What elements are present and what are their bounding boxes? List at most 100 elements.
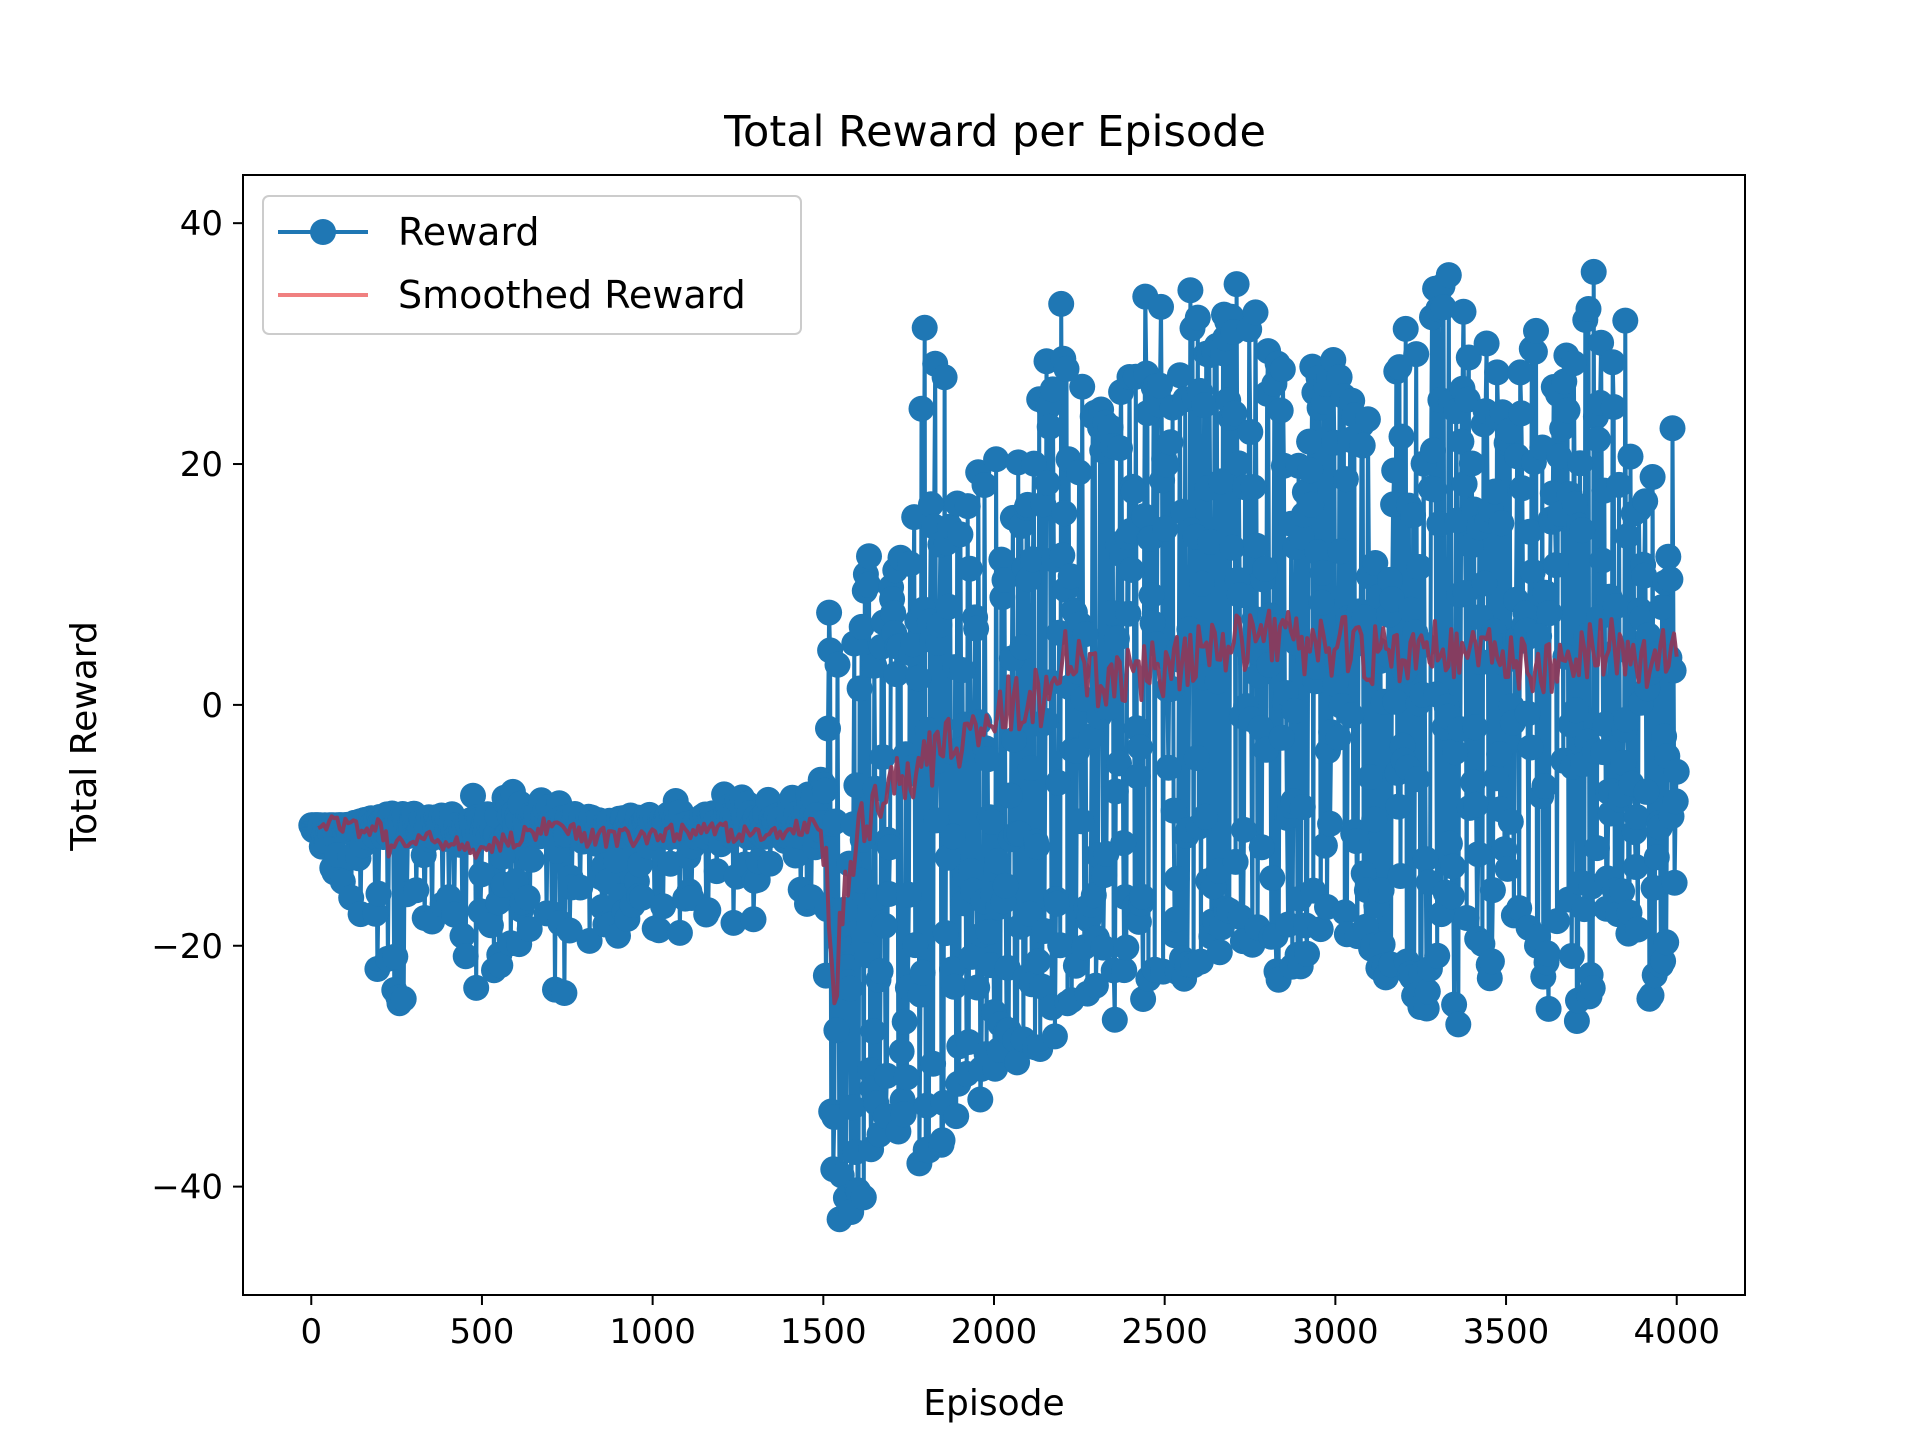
- reward-point: [1091, 862, 1118, 889]
- reward-point: [1468, 649, 1495, 676]
- reward-point: [567, 874, 594, 901]
- reward-point: [1614, 523, 1641, 550]
- reward-point: [1483, 765, 1510, 792]
- reward-point: [1032, 707, 1059, 734]
- reward-point: [1369, 931, 1396, 958]
- reward-point: [1252, 555, 1278, 582]
- reward-point: [1440, 853, 1466, 880]
- reward-point: [991, 567, 1018, 593]
- reward-point: [441, 901, 468, 928]
- reward-point: [891, 1008, 918, 1035]
- reward-point: [1649, 594, 1675, 621]
- reward-point: [943, 1103, 970, 1130]
- reward-point: [911, 314, 938, 341]
- reward-point: [1534, 940, 1561, 967]
- reward-point: [940, 823, 966, 850]
- reward-point: [463, 974, 490, 1001]
- reward-point: [666, 919, 693, 946]
- reward-point: [703, 858, 730, 885]
- reward-point: [1036, 413, 1063, 440]
- reward-point: [1612, 307, 1639, 334]
- reward-point: [971, 472, 998, 498]
- reward-point: [1296, 428, 1323, 455]
- reward-point: [1029, 973, 1056, 1000]
- reward-point: [1153, 451, 1180, 478]
- reward-point: [992, 872, 1019, 899]
- reward-point: [1197, 528, 1224, 555]
- reward-point: [1491, 836, 1518, 863]
- reward-point: [1207, 468, 1234, 495]
- reward-point: [1163, 865, 1190, 892]
- x-tick-label: 2500: [1121, 1312, 1208, 1352]
- reward-point: [1124, 763, 1151, 790]
- reward-point: [629, 884, 656, 911]
- reward-point: [1519, 558, 1546, 585]
- reward-point: [1362, 550, 1389, 576]
- reward-point: [856, 543, 882, 570]
- reward-point: [1332, 466, 1359, 493]
- reward-point: [816, 599, 843, 626]
- reward-point: [1138, 582, 1165, 609]
- reward-point: [1183, 745, 1210, 771]
- reward-point: [1120, 478, 1147, 505]
- x-tick-label: 0: [300, 1312, 322, 1352]
- reward-point: [1322, 670, 1349, 697]
- reward-point: [1162, 906, 1189, 933]
- reward-point: [1455, 344, 1482, 371]
- reward-point: [1051, 500, 1078, 527]
- x-tick-label: 3500: [1463, 1312, 1550, 1352]
- reward-point: [839, 1094, 866, 1121]
- y-tick-label: 0: [201, 686, 223, 726]
- reward-point: [1567, 450, 1594, 477]
- reward-point: [1442, 739, 1469, 766]
- legend: Reward Smoothed Reward: [262, 195, 802, 335]
- reward-point: [1343, 828, 1370, 855]
- reward-point: [1392, 315, 1419, 342]
- reward-point: [815, 715, 841, 742]
- reward-point: [1297, 457, 1324, 484]
- reward-point: [1110, 830, 1137, 857]
- reward-point: [1072, 621, 1099, 648]
- reward-point: [890, 1101, 917, 1128]
- reward-point: [1486, 741, 1513, 768]
- legend-box: [262, 195, 802, 335]
- reward-point: [1421, 476, 1448, 503]
- reward-point: [602, 847, 629, 874]
- reward-point: [1015, 566, 1042, 593]
- reward-point: [1147, 372, 1173, 399]
- reward-point: [650, 893, 677, 920]
- reward-point: [1471, 570, 1498, 597]
- y-tick-label: 20: [180, 445, 223, 485]
- reward-point: [1309, 559, 1336, 586]
- reward-point: [1381, 457, 1408, 484]
- reward-point: [1191, 392, 1218, 419]
- reward-point: [390, 985, 417, 1012]
- reward-point: [1047, 932, 1074, 959]
- reward-point: [1435, 262, 1462, 289]
- reward-point: [1327, 538, 1354, 565]
- reward-point: [1441, 991, 1468, 1018]
- reward-point: [983, 446, 1010, 473]
- reward-point: [1248, 834, 1275, 861]
- reward-point: [1523, 317, 1549, 344]
- reward-point: [645, 917, 672, 944]
- reward-point: [1643, 844, 1670, 871]
- reward-point: [1113, 934, 1140, 961]
- reward-point: [1176, 616, 1203, 643]
- reward-point: [1289, 794, 1316, 820]
- reward-point: [1057, 563, 1084, 590]
- reward-point: [1663, 758, 1690, 785]
- reward-point: [1546, 443, 1573, 470]
- reward-point: [1508, 400, 1535, 427]
- reward-point: [1357, 764, 1383, 790]
- reward-point: [1020, 450, 1047, 477]
- reward-point: [1189, 570, 1215, 597]
- reward-point: [1192, 803, 1219, 830]
- reward-point: [487, 952, 514, 979]
- reward-point: [1478, 948, 1505, 975]
- reward-point: [1019, 546, 1046, 573]
- reward-point: [1096, 694, 1123, 721]
- reward-point: [1080, 882, 1107, 909]
- reward-point: [1101, 1006, 1128, 1033]
- reward-point: [1024, 833, 1051, 860]
